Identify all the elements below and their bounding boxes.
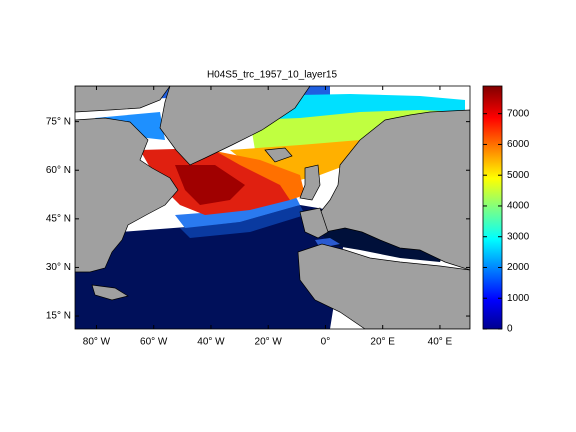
colorbar-tick-label: 5000 [507, 170, 530, 181]
y-tick-label: 75° N [46, 116, 71, 127]
x-tick-label: 40° W [197, 337, 225, 348]
colorbar-tick-label: 1000 [507, 293, 530, 304]
plot-frame [74, 85, 471, 330]
x-tick-label: 60° W [140, 337, 168, 348]
x-tick-label: 0° [321, 337, 331, 348]
x-tick-label: 20° W [255, 337, 283, 348]
x-tick-label: 40° E [428, 337, 453, 348]
x-tick-label: 20° E [370, 337, 395, 348]
colorbar [482, 85, 503, 330]
map-title: H04S5_trc_1957_10_layer15 [207, 70, 338, 81]
y-tick-label: 45° N [46, 213, 71, 224]
y-tick-label: 60° N [46, 165, 71, 176]
land [75, 86, 470, 329]
y-tick-label: 15° N [46, 311, 71, 322]
colorbar-tick-label: 2000 [507, 262, 530, 273]
colorbar-tick-label: 7000 [507, 108, 530, 119]
colorbar-tick-label: 6000 [507, 139, 530, 150]
colorbar-tick-label: 3000 [507, 231, 530, 242]
y-tick-label: 30° N [46, 262, 71, 273]
colorbar-tick-label: 4000 [507, 201, 530, 212]
x-tick-label: 80° W [83, 337, 111, 348]
colorbar-tick-label: 0 [507, 324, 513, 335]
